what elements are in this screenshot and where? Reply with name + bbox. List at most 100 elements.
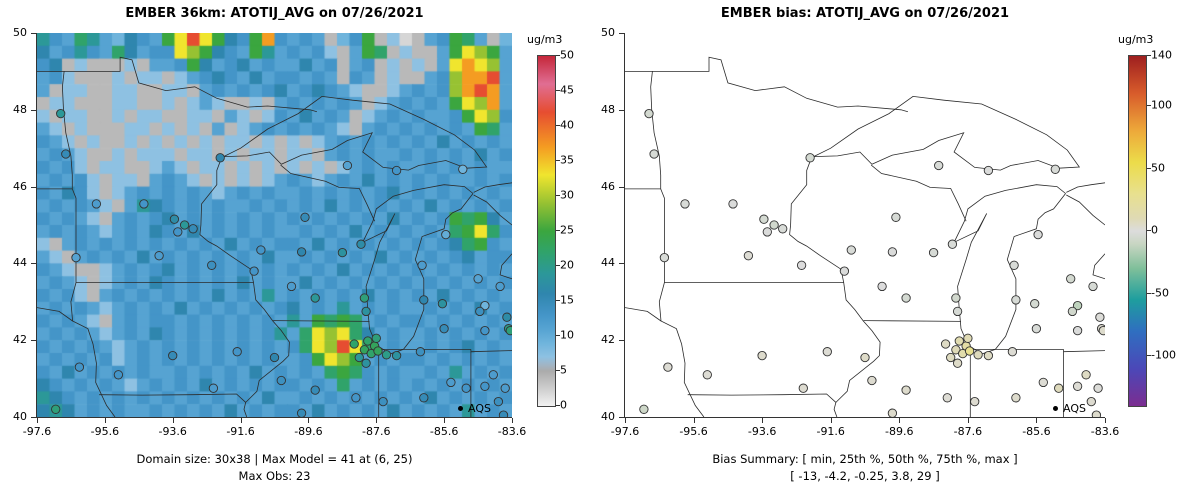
state-border-line: [61, 71, 73, 189]
colorbar-tick-mark: [1147, 105, 1151, 106]
aqs-site-marker: [901, 385, 911, 395]
aqs-site-marker: [188, 224, 198, 234]
aqs-site-marker: [441, 229, 451, 240]
colorbar-tick-label: 50: [560, 48, 574, 62]
x-tick-label: -87.6: [362, 425, 391, 438]
state-border-line: [70, 282, 116, 417]
colorbar-tick-label: 10: [560, 328, 574, 342]
aqs-site-marker: [256, 245, 266, 255]
colorbar-tick-label: 45: [560, 83, 574, 97]
state-border-line: [473, 182, 512, 193]
state-border-line: [658, 282, 705, 417]
colorbar-tick-label: 50: [1151, 161, 1165, 174]
colorbar-tick-label: 5: [560, 363, 567, 377]
colorbar-tick-label: 0: [560, 398, 567, 412]
y-tick-mark: [619, 263, 624, 265]
x-tick-mark: [308, 418, 310, 423]
x-tick-label: -91.6: [226, 425, 255, 438]
aqs-site-marker: [296, 247, 307, 257]
aqs-site-marker: [56, 108, 66, 119]
aqs-site-marker: [495, 281, 505, 292]
y-axis-line: [624, 33, 625, 418]
aqs-site-marker: [839, 266, 850, 276]
aqs-site-marker: [649, 149, 659, 159]
aqs-site-marker: [860, 352, 870, 363]
aqs-site-marker: [846, 245, 856, 255]
aqs-site-marker: [361, 358, 371, 368]
aqs-site-marker: [378, 396, 388, 407]
aqs-site-marker: [1093, 383, 1103, 393]
y-tick-mark: [31, 417, 36, 418]
aqs-site-marker: [877, 281, 887, 292]
state-border-line: [280, 164, 375, 222]
aqs-site-marker: [983, 165, 994, 176]
colorbar-tick-label: 140: [1151, 48, 1172, 62]
state-border-line: [870, 164, 967, 222]
colorbar-tick-label: 40: [560, 118, 574, 132]
x-axis-line: [624, 417, 1105, 418]
aqs-site-marker: [1038, 377, 1048, 388]
state-border-line: [71, 188, 77, 283]
aqs-site-marker: [419, 393, 429, 403]
y-tick-mark: [31, 263, 36, 265]
aqs-site-marker: [762, 227, 772, 237]
bias-map-plot: AQS: [625, 33, 1105, 417]
x-tick-label: -83.6: [497, 425, 527, 438]
bias-panel: EMBER bias: ATOTIJ_AVG on 07/26/2021 AQS…: [588, 0, 1200, 502]
aqs-site-marker: [502, 312, 512, 322]
aqs-site-marker: [1050, 164, 1060, 174]
x-tick-label: -95.6: [679, 425, 708, 438]
state-border-line: [1066, 182, 1105, 193]
model-colorbar-units: ug/m3: [527, 33, 563, 46]
aqs-site-marker: [954, 336, 964, 346]
colorbar-tick-mark: [556, 160, 560, 161]
aqs-legend-label: AQS: [1063, 402, 1086, 415]
colorbar-tick-mark: [1147, 167, 1151, 169]
state-border-line: [789, 161, 881, 403]
aqs-site-marker: [337, 247, 348, 258]
aqs-site-marker: [349, 339, 359, 349]
x-tick-label: -87.6: [953, 425, 983, 438]
aqs-site-marker: [173, 227, 183, 237]
aqs-site-marker: [887, 247, 898, 257]
aqs-site-marker: [473, 274, 483, 284]
colorbar-tick-label: 35: [560, 153, 574, 167]
aqs-site-marker: [310, 385, 320, 395]
colorbar-tick-mark: [1147, 230, 1151, 231]
aqs-site-marker: [446, 377, 456, 388]
aqs-site-marker: [480, 381, 490, 391]
aqs-site-marker: [1086, 396, 1096, 407]
aqs-site-marker: [983, 350, 994, 361]
x-tick-label: -85.6: [1022, 425, 1051, 438]
state-border-line: [199, 161, 290, 403]
aqs-site-marker: [168, 350, 178, 361]
x-tick-mark: [830, 418, 832, 423]
x-tick-mark: [37, 418, 38, 423]
state-border-line: [660, 188, 665, 283]
aqs-site-marker: [1095, 312, 1105, 322]
aqs-site-marker: [798, 383, 808, 393]
aqs-legend-label: AQS: [468, 402, 491, 415]
x-tick-label: -91.6: [816, 425, 845, 438]
aqs-site-marker: [354, 352, 364, 363]
bias-panel-title: EMBER bias: ATOTIJ_AVG on 07/26/2021: [720, 6, 1010, 21]
x-tick-mark: [1105, 418, 1106, 423]
x-tick-label: -89.6: [885, 425, 914, 438]
colorbar-tick-mark: [556, 370, 560, 371]
colorbar-tick-mark: [556, 265, 560, 266]
aqs-site-marker: [952, 306, 963, 317]
x-tick-label: -95.6: [90, 425, 120, 438]
aqs-site-marker: [208, 383, 219, 393]
y-tick-label: 40: [13, 410, 27, 423]
aqs-site-marker: [381, 350, 392, 360]
aqs-site-marker: [928, 247, 939, 258]
x-tick-mark: [1036, 418, 1038, 423]
y-tick-mark: [619, 186, 624, 188]
x-tick-label: -89.6: [294, 425, 323, 438]
aqs-site-marker: [1033, 229, 1043, 240]
aqs-site-marker: [887, 408, 898, 417]
state-border-line: [1066, 194, 1105, 226]
state-border-line: [625, 307, 662, 322]
y-tick-mark: [619, 417, 624, 418]
state-border-line: [470, 350, 512, 353]
